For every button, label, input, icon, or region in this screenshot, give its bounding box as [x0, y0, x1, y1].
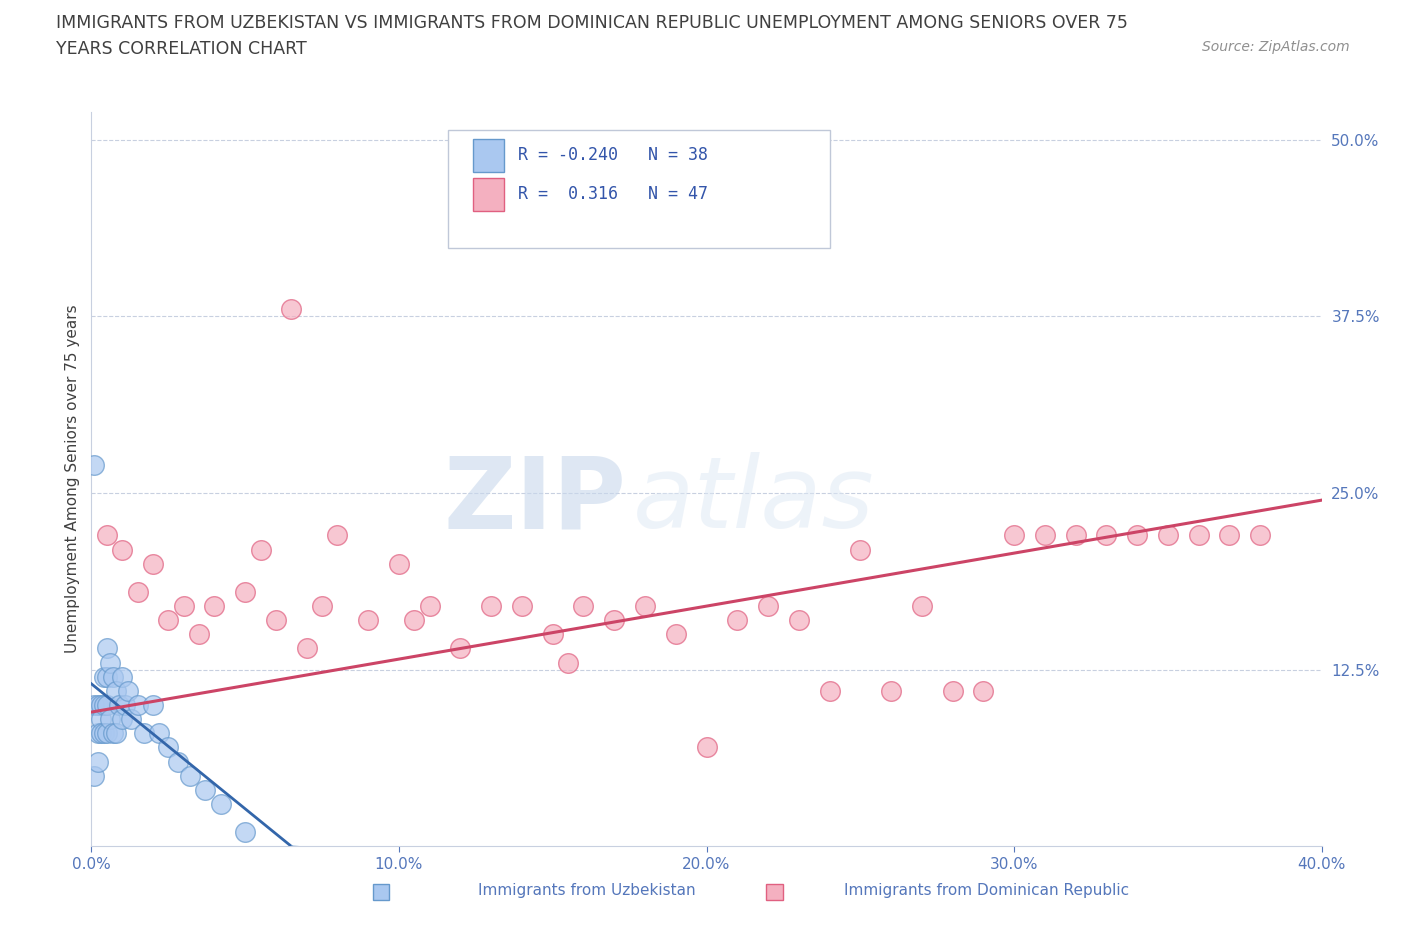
Point: [233, 825, 256, 840]
Point: [510, 599, 533, 614]
Point: [209, 796, 232, 811]
Point: [105, 725, 127, 740]
Point: [572, 599, 595, 614]
Point: [90, 698, 112, 712]
Point: [880, 684, 903, 698]
Point: [756, 599, 779, 614]
Point: [96, 725, 118, 740]
Text: Immigrants from Uzbekistan: Immigrants from Uzbekistan: [478, 884, 696, 898]
Point: [86, 754, 108, 769]
Point: [911, 599, 934, 614]
Point: [280, 302, 302, 317]
Point: [603, 613, 626, 628]
Point: [142, 556, 165, 571]
Point: [83, 698, 105, 712]
Point: [93, 698, 115, 712]
Point: [264, 613, 287, 628]
Point: [111, 542, 134, 557]
Text: IMMIGRANTS FROM UZBEKISTAN VS IMMIGRANTS FROM DOMINICAN REPUBLIC UNEMPLOYMENT AM: IMMIGRANTS FROM UZBEKISTAN VS IMMIGRANTS…: [56, 14, 1128, 32]
Point: [1033, 528, 1056, 543]
Point: [818, 684, 841, 698]
Point: [98, 711, 121, 726]
Point: [557, 656, 579, 671]
Bar: [472, 139, 503, 172]
Point: [108, 698, 131, 712]
Text: R = -0.240   N = 38: R = -0.240 N = 38: [519, 146, 709, 165]
Point: [696, 740, 718, 755]
Point: [194, 782, 217, 797]
Point: [1126, 528, 1149, 543]
Point: [295, 641, 318, 656]
Point: [665, 627, 688, 642]
Point: [101, 670, 124, 684]
Point: [157, 613, 180, 628]
Point: [120, 711, 142, 726]
Point: [96, 670, 118, 684]
Point: [179, 768, 201, 783]
Point: [86, 725, 108, 740]
Point: [634, 599, 657, 614]
Point: [111, 670, 134, 684]
Point: [166, 754, 188, 769]
Point: [1002, 528, 1025, 543]
Point: [127, 698, 149, 712]
Point: [90, 711, 112, 726]
Point: [249, 542, 271, 557]
Point: [972, 684, 994, 698]
Point: [326, 528, 349, 543]
Point: [1157, 528, 1180, 543]
Point: [114, 698, 136, 712]
Point: [96, 641, 118, 656]
Text: Source: ZipAtlas.com: Source: ZipAtlas.com: [1202, 40, 1350, 54]
Point: [188, 627, 211, 642]
Text: atlas: atlas: [633, 453, 875, 550]
Bar: [472, 178, 503, 211]
Point: [1249, 528, 1271, 543]
Point: [1187, 528, 1209, 543]
Point: [142, 698, 165, 712]
Point: [1064, 528, 1087, 543]
Point: [83, 458, 105, 472]
Point: [419, 599, 441, 614]
Point: [1218, 528, 1240, 543]
Point: [725, 613, 748, 628]
Point: [233, 585, 256, 600]
Point: [404, 613, 426, 628]
Point: [148, 725, 170, 740]
Text: R =  0.316   N = 47: R = 0.316 N = 47: [519, 185, 709, 204]
Point: [83, 768, 105, 783]
Point: [96, 528, 118, 543]
Text: ZIP: ZIP: [444, 453, 627, 550]
Y-axis label: Unemployment Among Seniors over 75 years: Unemployment Among Seniors over 75 years: [65, 305, 80, 653]
Point: [111, 711, 134, 726]
Point: [311, 599, 333, 614]
Point: [101, 725, 124, 740]
Point: [388, 556, 411, 571]
Point: [202, 599, 225, 614]
Point: [479, 599, 502, 614]
Text: YEARS CORRELATION CHART: YEARS CORRELATION CHART: [56, 40, 307, 58]
Point: [357, 613, 380, 628]
Point: [787, 613, 810, 628]
Point: [942, 684, 965, 698]
Point: [127, 585, 149, 600]
Point: [173, 599, 195, 614]
Point: [93, 670, 115, 684]
Point: [96, 698, 118, 712]
Point: [132, 725, 155, 740]
FancyBboxPatch shape: [449, 130, 830, 247]
Text: Immigrants from Dominican Republic: Immigrants from Dominican Republic: [844, 884, 1129, 898]
Point: [449, 641, 471, 656]
Point: [93, 725, 115, 740]
Point: [86, 698, 108, 712]
Point: [90, 725, 112, 740]
Point: [105, 684, 127, 698]
Point: [98, 656, 121, 671]
Point: [117, 684, 139, 698]
Point: [541, 627, 564, 642]
Point: [849, 542, 872, 557]
Point: [157, 740, 180, 755]
Point: [1095, 528, 1118, 543]
